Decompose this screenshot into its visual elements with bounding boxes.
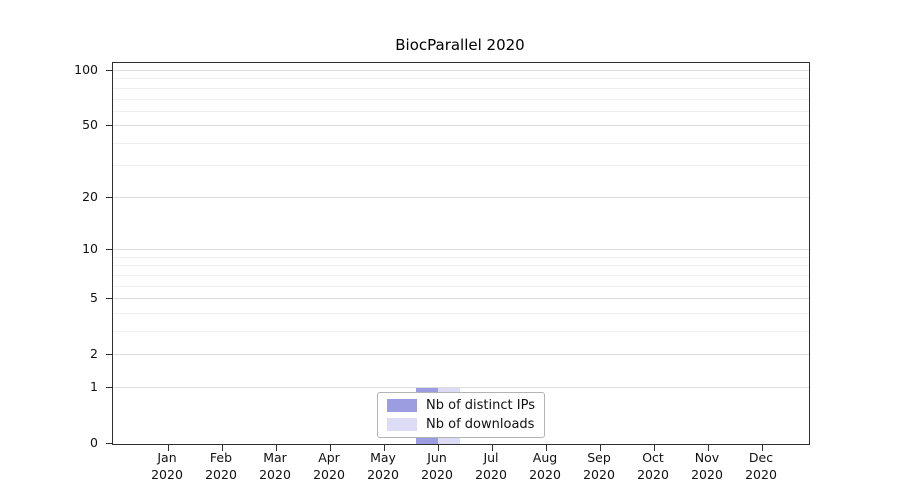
x-axis: Jan 2020 Feb 2020 Mar 2020 Apr 2020 May 2020 Jun 20… bbox=[112, 449, 808, 489]
gridline bbox=[113, 298, 809, 300]
y-tick-label: 0 bbox=[90, 435, 98, 450]
x-tick-label: Apr 2020 bbox=[313, 450, 345, 482]
gridline bbox=[113, 285, 809, 287]
y-tick-mark bbox=[106, 354, 112, 356]
x-tick-mark bbox=[654, 445, 655, 451]
gridline bbox=[113, 386, 809, 388]
x-tick-mark bbox=[546, 445, 547, 451]
plot-area: Nb of distinct IPs Nb of downloads bbox=[106, 62, 810, 451]
legend-item-distinct-ips: Nb of distinct IPs bbox=[387, 398, 535, 413]
legend-label-distinct-ips: Nb of distinct IPs bbox=[426, 398, 535, 413]
gridline bbox=[113, 354, 809, 356]
x-tick-mark bbox=[222, 445, 223, 451]
x-tick-mark bbox=[492, 445, 493, 451]
y-tick-mark bbox=[106, 125, 112, 127]
legend-item-downloads: Nb of downloads bbox=[387, 417, 535, 432]
y-tick-mark bbox=[106, 196, 112, 198]
y-tick-label: 1 bbox=[90, 378, 98, 394]
gridline bbox=[113, 274, 809, 276]
gridline bbox=[113, 312, 809, 314]
x-tick-label: Jan 2020 bbox=[151, 450, 183, 482]
gridline bbox=[113, 70, 809, 71]
y-tick-label: 2 bbox=[90, 346, 98, 362]
gridline bbox=[113, 249, 809, 251]
y-tick-label: 50 bbox=[82, 117, 98, 133]
x-tick-mark bbox=[438, 445, 439, 451]
y-tick-mark bbox=[106, 249, 112, 251]
x-tick-mark bbox=[384, 445, 385, 451]
y-axis: 0 1 2 5 10 20 50 100 bbox=[0, 62, 112, 450]
y-tick-mark bbox=[106, 298, 112, 300]
gridline bbox=[113, 256, 809, 258]
y-tick-mark bbox=[106, 70, 112, 71]
x-tick-label: Aug 2020 bbox=[529, 450, 561, 482]
y-tick-label: 10 bbox=[82, 241, 98, 257]
x-tick-mark bbox=[276, 445, 277, 451]
gridline bbox=[113, 98, 809, 100]
chart-title: BiocParallel 2020 bbox=[395, 36, 525, 54]
x-tick-label: May 2020 bbox=[367, 450, 399, 482]
x-tick-label: Jun 2020 bbox=[421, 450, 453, 482]
gridline bbox=[113, 265, 809, 267]
gridline bbox=[113, 330, 809, 332]
x-tick-label: Oct 2020 bbox=[637, 450, 669, 482]
y-tick-mark bbox=[106, 386, 112, 388]
legend: Nb of distinct IPs Nb of downloads bbox=[377, 392, 545, 438]
x-tick-mark bbox=[600, 445, 601, 451]
legend-swatch-downloads bbox=[387, 418, 418, 431]
x-tick-label: Feb 2020 bbox=[205, 450, 237, 482]
gridline bbox=[113, 142, 809, 144]
x-tick-label: Mar 2020 bbox=[259, 450, 291, 482]
x-tick-label: Dec 2020 bbox=[745, 450, 777, 482]
gridline bbox=[113, 110, 809, 112]
x-tick-label: Sep 2020 bbox=[583, 450, 615, 482]
gridline bbox=[113, 87, 809, 89]
x-tick-mark bbox=[762, 445, 763, 451]
x-tick-label: Jul 2020 bbox=[475, 450, 507, 482]
y-tick-label: 20 bbox=[82, 188, 98, 204]
x-tick-mark bbox=[708, 445, 709, 451]
legend-label-downloads: Nb of downloads bbox=[426, 417, 535, 432]
y-tick-label: 100 bbox=[74, 62, 98, 77]
gridline bbox=[113, 78, 809, 80]
y-tick-label: 5 bbox=[90, 290, 98, 306]
gridline bbox=[113, 165, 809, 167]
legend-swatch-distinct-ips bbox=[387, 399, 418, 412]
x-tick-mark bbox=[168, 445, 169, 451]
x-tick-mark bbox=[330, 445, 331, 451]
gridline bbox=[113, 196, 809, 198]
gridline bbox=[113, 125, 809, 127]
x-tick-label: Nov 2020 bbox=[691, 450, 723, 482]
y-tick-mark bbox=[106, 443, 112, 444]
